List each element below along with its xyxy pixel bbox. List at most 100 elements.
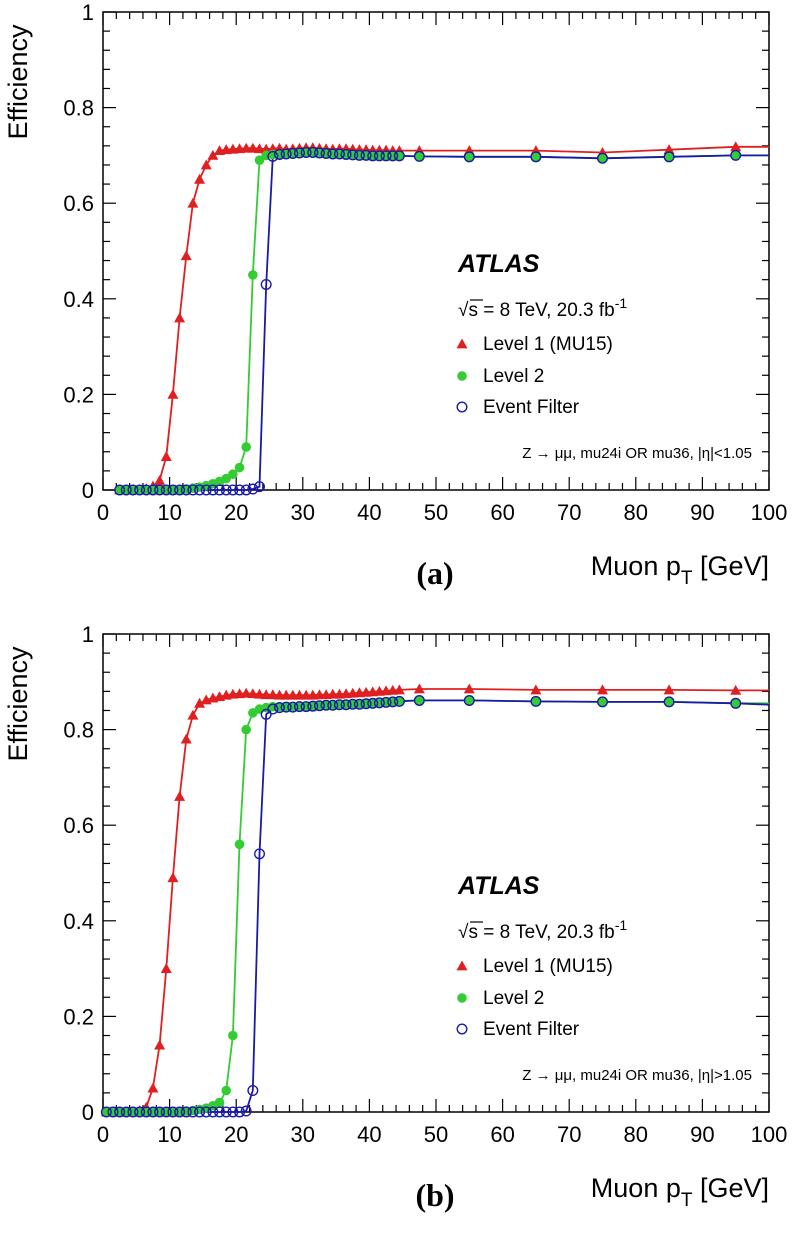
panel-b-x-tick-label: 10 bbox=[157, 1122, 181, 1147]
panel-b-point-event-filter bbox=[353, 698, 365, 710]
panel-b-point-event-filter bbox=[180, 1106, 192, 1118]
panel-b-point-level1 bbox=[254, 688, 266, 699]
panel-a-point-event-filter bbox=[413, 150, 425, 162]
panel-b-panel-label: (b) bbox=[415, 1177, 454, 1213]
panel-b-x-axis-label-main: Muon p bbox=[591, 1173, 681, 1203]
panel-a-point-event-filter bbox=[160, 484, 172, 496]
panel-a-x-tick-label: 50 bbox=[424, 500, 448, 525]
panel-a-x-tick-label: 90 bbox=[690, 500, 714, 525]
panel-a-y-axis-label: Efficiency bbox=[3, 24, 33, 140]
panel-a-x-tick-label: 60 bbox=[490, 500, 514, 525]
panel-a-point-event-filter bbox=[273, 148, 285, 160]
panel-b-point-level2 bbox=[234, 839, 245, 850]
panel-a-point-level2 bbox=[414, 151, 425, 162]
panel-b-point-level1 bbox=[393, 684, 405, 695]
panel-a-x-tick-label: 10 bbox=[157, 500, 181, 525]
panel-a-point-event-filter bbox=[167, 484, 179, 496]
panel-b-x-tick-label: 80 bbox=[624, 1122, 648, 1147]
panel-b-point-level1 bbox=[247, 688, 259, 699]
panel-a-point-event-filter bbox=[220, 484, 232, 496]
panel-a-energy-sup: -1 bbox=[615, 295, 628, 311]
panel-b-x-tick-label: 70 bbox=[557, 1122, 581, 1147]
panel-b-point-level2 bbox=[241, 724, 251, 735]
panel-b-x-tick-label: 60 bbox=[490, 1122, 514, 1147]
panel-b-point-event-filter bbox=[227, 1106, 239, 1118]
panel-a-x-axis-label: Muon pT [GeV] bbox=[591, 551, 769, 589]
panel-a-y-tick-label: 0.8 bbox=[63, 96, 94, 121]
panel-b-point-event-filter bbox=[530, 695, 542, 707]
panel-a-point-event-filter bbox=[313, 147, 325, 159]
panel-a-y-tick-label: 1 bbox=[82, 0, 94, 25]
panel-a-point-event-filter bbox=[180, 484, 192, 496]
panel-a-energy-sqrt: √ bbox=[458, 300, 469, 321]
panel-b-point-event-filter bbox=[260, 708, 272, 720]
panel-b-point-level1 bbox=[194, 697, 206, 708]
panel-b-point-level2 bbox=[228, 1030, 238, 1041]
panel-b-legend-marker-level2 bbox=[457, 993, 467, 1003]
panel-b-point-event-filter bbox=[367, 697, 379, 709]
panel-a-point-level1 bbox=[254, 143, 266, 154]
panel-b-point-event-filter bbox=[280, 701, 292, 713]
panel-b-point-level1 bbox=[413, 683, 425, 694]
chart-panel-a: 0 10 20 30 40 50 60 70 80 90 100 0 0.2 0.4 0.6 0.8 1 Effi… bbox=[3, 0, 787, 591]
panel-b-legend-label-2: Event Filter bbox=[483, 1019, 580, 1040]
panel-b-point-event-filter bbox=[200, 1106, 212, 1118]
panel-a-y-tick-label: 0.2 bbox=[63, 382, 94, 407]
panel-a-legend-label-0: Level 1 (MU15) bbox=[483, 334, 613, 355]
panel-a-point-level2 bbox=[234, 462, 245, 473]
panel-a-point-event-filter bbox=[120, 484, 132, 496]
panel-a-point-event-filter bbox=[333, 148, 345, 160]
panel-b-y-axis-label: Efficiency bbox=[3, 646, 33, 762]
panel-b-point-level2 bbox=[414, 695, 425, 706]
panel-b-x-tick-label: 20 bbox=[224, 1122, 248, 1147]
panel-a-legend-marker-level1 bbox=[456, 338, 468, 349]
panel-b-point-event-filter bbox=[307, 700, 319, 712]
panel-a-point-event-filter bbox=[393, 150, 405, 162]
panel-a-series-line-2 bbox=[119, 151, 769, 491]
panel-b-legend-marker-event-filter bbox=[456, 1023, 468, 1035]
panel-b-point-level1 bbox=[730, 684, 742, 695]
panel-a-point-event-filter bbox=[254, 481, 266, 493]
panel-b-point-event-filter bbox=[207, 1106, 219, 1118]
panel-b-point-event-filter bbox=[380, 696, 392, 708]
panel-b-legend-marker-level1 bbox=[456, 960, 468, 971]
panel-b-energy-sqrt: √ bbox=[458, 922, 469, 943]
panel-b-point-event-filter bbox=[120, 1106, 132, 1118]
panel-b-point-level1 bbox=[174, 791, 186, 801]
panel-a-point-level1 bbox=[207, 149, 219, 160]
panel-b-x-axis-label-unit: [GeV] bbox=[692, 1173, 769, 1203]
panel-a-x-axis-label-unit: [GeV] bbox=[692, 551, 769, 581]
panel-b-point-event-filter bbox=[413, 694, 425, 706]
panel-b-point-event-filter bbox=[387, 696, 399, 708]
panel-a-point-event-filter bbox=[187, 484, 199, 496]
panel-a-point-level1 bbox=[167, 388, 179, 399]
panel-b-point-level1 bbox=[663, 684, 675, 695]
panel-a-x-tick-label: 70 bbox=[557, 500, 581, 525]
panel-b-y-tick-label: 0.6 bbox=[63, 813, 94, 838]
panel-b-point-level2 bbox=[464, 695, 475, 706]
panel-a-point-event-filter bbox=[347, 149, 359, 161]
panel-a-point-event-filter bbox=[154, 484, 166, 496]
panel-a-point-level1 bbox=[187, 197, 199, 208]
panel-a-point-level1 bbox=[247, 142, 259, 153]
panel-b-point-event-filter bbox=[267, 703, 279, 715]
chart-panel-b: 0 10 20 30 40 50 60 70 80 90 100 0 0.2 0.4 0.6 0.8 1 Effi… bbox=[3, 622, 787, 1213]
panel-a-panel-label: (a) bbox=[416, 555, 453, 591]
panel-a-atlas-label: ATLAS bbox=[457, 250, 540, 278]
panel-a-point-level2 bbox=[531, 152, 541, 162]
panel-a-point-level2 bbox=[464, 152, 475, 162]
panel-a-point-level1 bbox=[663, 144, 675, 155]
panel-a-point-level1 bbox=[194, 173, 206, 184]
panel-a-series-line-0 bbox=[119, 145, 769, 491]
panel-a-point-event-filter bbox=[380, 150, 392, 162]
panel-b-point-event-filter bbox=[333, 699, 345, 711]
panel-a-point-level1 bbox=[154, 474, 166, 485]
panel-a-point-event-filter bbox=[597, 152, 609, 164]
panel-b-point-level1 bbox=[154, 1039, 166, 1050]
panel-b-point-level2 bbox=[214, 1097, 225, 1108]
panel-b-y-tick-label: 0.2 bbox=[63, 1004, 94, 1029]
panel-a-point-level2 bbox=[730, 150, 741, 161]
panel-b-point-level1 bbox=[180, 733, 192, 744]
panel-a-selection-label: Z → μμ, mu24i OR mu36, |η|<1.05 bbox=[522, 445, 752, 462]
panel-b-point-level1 bbox=[597, 684, 608, 695]
